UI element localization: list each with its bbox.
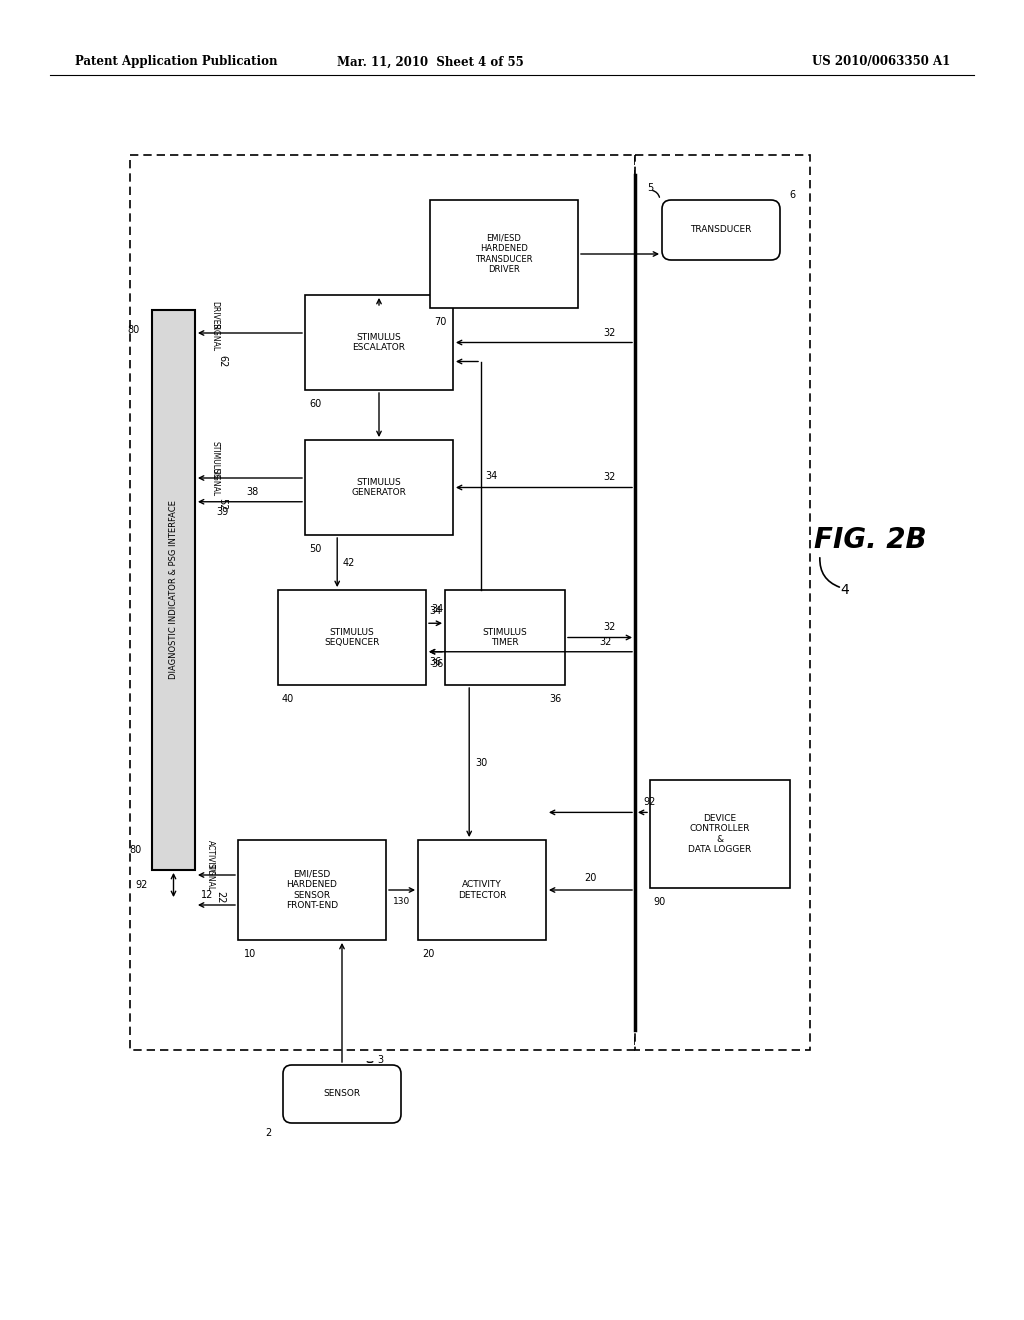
Text: 130: 130	[393, 898, 411, 907]
Text: 20: 20	[585, 873, 597, 883]
Bar	[278, 590, 426, 685]
Text: 42: 42	[343, 557, 355, 568]
Text: 12: 12	[201, 890, 213, 900]
Text: 3: 3	[377, 1055, 383, 1065]
Text: 36: 36	[429, 657, 441, 667]
Text: DEVICE
CONTROLLER
&
DATA LOGGER: DEVICE CONTROLLER & DATA LOGGER	[688, 814, 752, 854]
Text: TRANSDUCER: TRANSDUCER	[690, 226, 752, 235]
Text: 32: 32	[604, 473, 616, 483]
Text: 32: 32	[599, 636, 611, 647]
Text: SENSOR: SENSOR	[324, 1089, 360, 1098]
Text: 39: 39	[216, 507, 228, 516]
Text: 50: 50	[309, 544, 322, 554]
Bar	[152, 310, 195, 870]
Text: 38: 38	[246, 487, 258, 496]
Text: 36: 36	[549, 694, 561, 704]
Text: 70: 70	[434, 317, 446, 327]
Text: 40: 40	[282, 694, 294, 704]
FancyBboxPatch shape	[283, 1065, 401, 1123]
Bar	[635, 154, 810, 1049]
Text: STIMULUS: STIMULUS	[211, 441, 219, 479]
Text: ACTIVITY: ACTIVITY	[206, 840, 214, 874]
Text: STIMULUS
GENERATOR: STIMULUS GENERATOR	[351, 478, 407, 498]
Bar	[418, 840, 546, 940]
Text: 36: 36	[431, 659, 443, 669]
Bar	[305, 294, 453, 389]
Bar	[430, 201, 578, 308]
Text: 34: 34	[485, 471, 497, 480]
Text: Mar. 11, 2010  Sheet 4 of 55: Mar. 11, 2010 Sheet 4 of 55	[337, 55, 523, 69]
Bar	[445, 590, 565, 685]
Text: STIMULUS
TIMER: STIMULUS TIMER	[482, 628, 527, 647]
Text: Patent Application Publication: Patent Application Publication	[75, 55, 278, 69]
Text: 90: 90	[654, 898, 667, 907]
Text: STIMULUS
SEQUENCER: STIMULUS SEQUENCER	[325, 628, 380, 647]
Text: SIGNAL: SIGNAL	[211, 323, 219, 351]
Text: 34: 34	[429, 606, 441, 616]
Text: DIAGNOSTIC INDICATOR & PSG INTERFACE: DIAGNOSTIC INDICATOR & PSG INTERFACE	[169, 500, 178, 680]
Text: 2: 2	[265, 1129, 271, 1138]
Text: 62: 62	[217, 355, 227, 367]
Text: ACTIVITY
DETECTOR: ACTIVITY DETECTOR	[458, 880, 506, 900]
Text: 4: 4	[841, 583, 849, 597]
Text: 10: 10	[244, 949, 256, 960]
Text: 34: 34	[431, 605, 443, 614]
Text: 52: 52	[217, 498, 227, 511]
Text: EMI/ESD
HARDENED
TRANSDUCER
DRIVER: EMI/ESD HARDENED TRANSDUCER DRIVER	[475, 234, 532, 275]
Text: 92: 92	[136, 880, 148, 890]
Text: EMI/ESD
HARDENED
SENSOR
FRONT-END: EMI/ESD HARDENED SENSOR FRONT-END	[286, 870, 338, 909]
Text: 5: 5	[647, 183, 653, 193]
Text: 80: 80	[128, 325, 140, 335]
Text: 22: 22	[215, 891, 225, 903]
FancyBboxPatch shape	[662, 201, 780, 260]
Text: SIGNAL: SIGNAL	[211, 467, 219, 496]
Text: STIMULUS
ESCALATOR: STIMULUS ESCALATOR	[352, 333, 406, 352]
Bar	[238, 840, 386, 940]
Text: SIGNAL: SIGNAL	[206, 863, 214, 891]
Text: FIG. 2B: FIG. 2B	[814, 525, 927, 554]
Text: DRIVER: DRIVER	[211, 301, 219, 330]
Text: 20: 20	[422, 949, 434, 960]
Bar	[650, 780, 790, 888]
Bar	[130, 154, 635, 1049]
Text: US 2010/0063350 A1: US 2010/0063350 A1	[812, 55, 950, 69]
Text: 30: 30	[475, 758, 487, 767]
Bar	[305, 440, 453, 535]
Text: 60: 60	[309, 399, 322, 409]
Text: 32: 32	[604, 623, 616, 632]
Text: 80: 80	[130, 845, 142, 855]
Text: 6: 6	[788, 190, 795, 201]
Text: 92: 92	[644, 797, 656, 808]
Text: 32: 32	[604, 327, 616, 338]
